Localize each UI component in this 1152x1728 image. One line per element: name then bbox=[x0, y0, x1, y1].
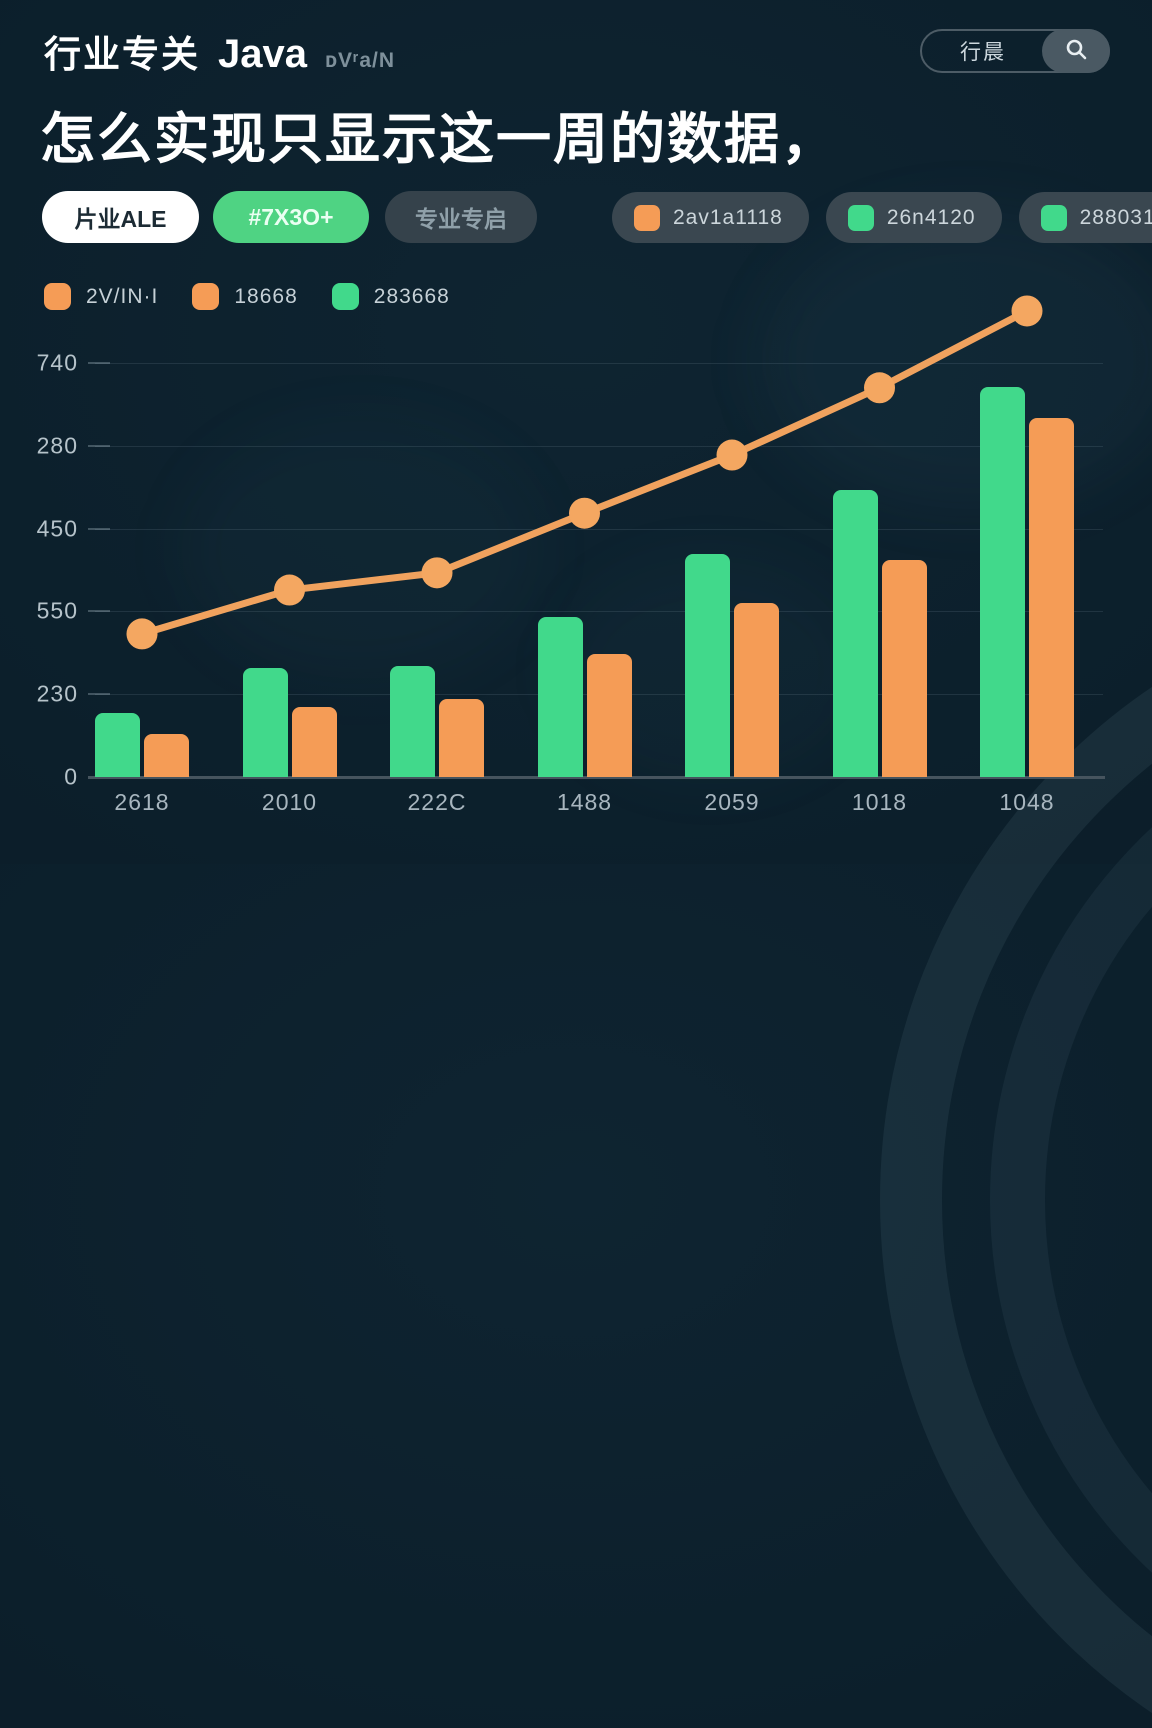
x-axis-label: 2618 bbox=[114, 789, 170, 815]
bar-green-1488 bbox=[537, 617, 583, 777]
bar-orange-1048 bbox=[1029, 418, 1074, 777]
y-axis-tick bbox=[88, 362, 110, 364]
bar-orange-222C bbox=[439, 699, 484, 777]
legend-item-label: 18668 bbox=[234, 284, 298, 308]
bar-green-2059 bbox=[685, 554, 730, 777]
product-name: Java bbox=[218, 32, 307, 76]
header: 行业专关 Java ᴅVʳa/N 行晨 bbox=[44, 24, 1110, 78]
filter-button-2[interactable]: #7X3O+ bbox=[213, 191, 369, 243]
legend-item-label: 2V/IN·I bbox=[86, 284, 159, 308]
y-axis-tick bbox=[88, 527, 110, 530]
bar-orange-2010 bbox=[291, 707, 337, 777]
line-point bbox=[421, 557, 453, 589]
combo-chart: 740 280 450 550 230 0 2618 2010 222C 1488 2059 1018… bbox=[36, 295, 1105, 815]
legend-pill-1[interactable]: 2av1a1118 bbox=[612, 192, 809, 243]
filter-button-1[interactable]: 片业ALE bbox=[42, 191, 199, 243]
line-point bbox=[864, 372, 895, 404]
search-button[interactable] bbox=[1042, 29, 1110, 73]
brand-suffix: ᴅVʳa/N bbox=[324, 49, 396, 72]
y-axis-tick bbox=[88, 444, 110, 447]
chart-legend: 2V/IN·I 18668 283668 bbox=[44, 283, 450, 310]
bar-green-2010 bbox=[242, 668, 288, 777]
x-axis-label: 222C bbox=[407, 789, 467, 815]
y-axis-label: 0 bbox=[64, 763, 78, 790]
legend-swatch-orange bbox=[634, 204, 660, 231]
filter-button-label: 专业专启 bbox=[415, 206, 507, 232]
x-axis-label: 2010 bbox=[261, 789, 318, 815]
x-axis-label: 1018 bbox=[851, 789, 908, 815]
x-axis-label: 1488 bbox=[556, 789, 613, 815]
x-axis-line bbox=[88, 776, 1105, 779]
legend-item-label: 283668 bbox=[373, 284, 450, 308]
legend-swatch-green bbox=[847, 204, 874, 231]
search-input[interactable]: 行晨 bbox=[920, 29, 1110, 73]
gridline bbox=[95, 528, 1103, 530]
bar-green-1048 bbox=[980, 387, 1025, 777]
y-axis-tick bbox=[88, 610, 110, 613]
legend-swatch-green bbox=[1040, 204, 1067, 231]
filter-row: 片业ALE #7X3O+ 专业专启 bbox=[42, 191, 537, 243]
page-title: 怎么实现只显示这一周的数据， bbox=[40, 108, 839, 170]
gridline bbox=[95, 445, 1103, 447]
legend-swatch-orange bbox=[192, 283, 220, 310]
x-axis-label: 1048 bbox=[999, 789, 1055, 815]
legend-pill-label: 28803112 bbox=[1079, 205, 1152, 229]
y-axis-label: 450 bbox=[36, 515, 78, 542]
line-point bbox=[569, 497, 600, 529]
y-axis-label: 740 bbox=[36, 349, 78, 376]
brand-row: 行业专关 Java ᴅVʳa/N bbox=[44, 24, 395, 78]
line-point bbox=[274, 574, 305, 606]
line-point bbox=[1011, 295, 1043, 327]
gridline bbox=[95, 611, 1103, 613]
y-axis-tick bbox=[88, 693, 110, 696]
filter-button-label: #7X3O+ bbox=[248, 203, 334, 230]
legend-swatch-orange bbox=[44, 283, 71, 310]
filter-button-3[interactable]: 专业专启 bbox=[385, 191, 537, 243]
y-axis-label: 280 bbox=[36, 432, 78, 459]
legend-item-1: 2V/IN·I bbox=[44, 283, 158, 310]
legend-item-3: 283668 bbox=[331, 283, 450, 310]
bar-orange-2618 bbox=[144, 734, 189, 777]
brand-title: 行业专关 bbox=[44, 34, 200, 75]
x-axis-label: 2059 bbox=[704, 789, 760, 815]
legend-pill-row: 2av1a1118 26n4120 28803112 bbox=[612, 192, 1152, 243]
legend-pill-label: 26n4120 bbox=[886, 205, 976, 229]
legend-pill-3[interactable]: 28803112 bbox=[1018, 192, 1152, 243]
y-axis-label: 550 bbox=[36, 597, 78, 624]
line-point bbox=[716, 439, 748, 471]
legend-item-2: 18668 bbox=[192, 283, 297, 310]
legend-swatch-green bbox=[331, 283, 359, 310]
bar-orange-2059 bbox=[734, 603, 779, 777]
filter-button-label: 片业ALE bbox=[74, 206, 167, 232]
magnifier-icon bbox=[1064, 37, 1088, 66]
bar-green-222C bbox=[390, 666, 435, 777]
bar-orange-1018 bbox=[881, 560, 927, 777]
search-value: 行晨 bbox=[960, 41, 1006, 64]
bar-green-2618 bbox=[95, 713, 140, 777]
bar-green-1018 bbox=[832, 490, 878, 777]
bar-orange-1488 bbox=[586, 654, 632, 777]
y-axis-label: 230 bbox=[36, 680, 78, 707]
legend-pill-label: 2av1a1118 bbox=[673, 205, 783, 229]
legend-pill-2[interactable]: 26n4120 bbox=[825, 192, 1002, 243]
line-point bbox=[126, 618, 158, 650]
gridline bbox=[95, 363, 1103, 364]
